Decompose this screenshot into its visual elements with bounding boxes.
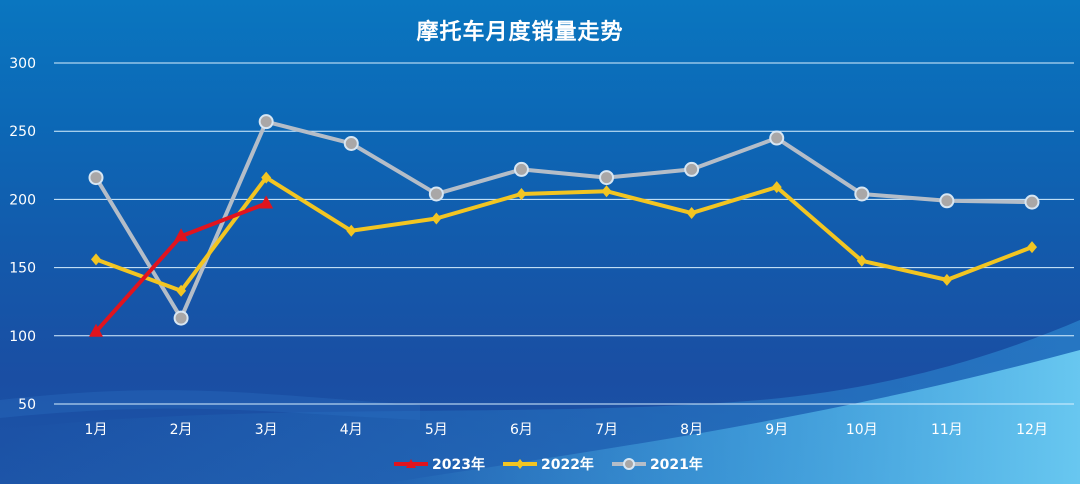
data-point-diamond[interactable] bbox=[346, 224, 357, 237]
data-point-triangle[interactable] bbox=[174, 228, 189, 242]
x-tick-label: 11月 bbox=[931, 422, 963, 438]
x-tick-label: 12月 bbox=[1016, 422, 1048, 438]
x-tick-label: 4月 bbox=[340, 422, 363, 438]
data-point-diamond[interactable] bbox=[941, 273, 952, 286]
data-point-diamond[interactable] bbox=[686, 207, 697, 220]
legend-item-2021[interactable]: 2021年 bbox=[611, 454, 703, 474]
series-2022年 bbox=[91, 171, 1037, 297]
y-tick-label: 100 bbox=[9, 329, 36, 345]
data-point-diamond[interactable] bbox=[176, 284, 187, 297]
data-point-diamond[interactable] bbox=[91, 253, 101, 266]
data-point-circle[interactable] bbox=[173, 310, 189, 326]
data-point-circle[interactable] bbox=[599, 170, 615, 186]
data-point-diamond[interactable] bbox=[516, 187, 527, 200]
data-point-diamond[interactable] bbox=[1027, 241, 1037, 254]
legend-label: 2021年 bbox=[649, 457, 703, 473]
x-tick-label: 8月 bbox=[680, 422, 703, 438]
x-tick-label: 10月 bbox=[846, 422, 878, 438]
data-point-diamond[interactable] bbox=[856, 254, 867, 267]
series-2023年 bbox=[89, 195, 274, 337]
data-point-circle[interactable] bbox=[854, 186, 870, 202]
x-tick-label: 3月 bbox=[255, 422, 278, 438]
x-tick-label: 1月 bbox=[85, 422, 108, 438]
series-line bbox=[94, 119, 1033, 321]
data-point-circle[interactable] bbox=[428, 186, 444, 202]
legend-item-2022[interactable]: 2022年 bbox=[502, 454, 594, 474]
y-tick-label: 250 bbox=[9, 124, 36, 140]
series-2021年 bbox=[88, 114, 1040, 326]
data-point-circle[interactable] bbox=[343, 135, 359, 151]
chart-legend: 2023年 2022年 2021年 bbox=[394, 454, 703, 474]
data-point-circle[interactable] bbox=[513, 161, 529, 177]
legend-circle-marker-icon bbox=[611, 458, 646, 470]
y-tick-label: 300 bbox=[9, 56, 36, 72]
chart-title: 摩托车月度销量走势 bbox=[416, 20, 624, 45]
data-point-circle[interactable] bbox=[88, 170, 104, 186]
y-tick-label: 50 bbox=[18, 397, 36, 413]
x-tick-label: 2月 bbox=[170, 422, 193, 438]
x-tick-label: 6月 bbox=[510, 422, 533, 438]
data-point-triangle[interactable] bbox=[259, 195, 274, 209]
data-point-triangle[interactable] bbox=[89, 323, 103, 337]
legend-diamond-marker-icon bbox=[502, 459, 537, 469]
x-tick-label: 9月 bbox=[765, 422, 788, 438]
series-line bbox=[95, 175, 1033, 293]
data-point-diamond[interactable] bbox=[261, 171, 272, 184]
data-point-diamond[interactable] bbox=[431, 212, 442, 225]
y-tick-label: 150 bbox=[9, 261, 36, 277]
y-tick-label: 200 bbox=[9, 192, 36, 208]
data-point-circle[interactable] bbox=[1024, 194, 1040, 210]
data-point-circle[interactable] bbox=[258, 114, 274, 130]
legend-item-2023[interactable]: 2023年 bbox=[394, 454, 485, 474]
legend-label: 2023年 bbox=[432, 457, 485, 473]
x-tick-label: 7月 bbox=[595, 422, 618, 438]
data-point-circle[interactable] bbox=[684, 161, 700, 177]
legend-triangle-marker-icon bbox=[394, 459, 428, 468]
data-point-diamond[interactable] bbox=[601, 185, 612, 198]
data-point-circle[interactable] bbox=[939, 193, 955, 209]
legend-label: 2022年 bbox=[540, 457, 594, 473]
x-tick-label: 5月 bbox=[425, 422, 448, 438]
data-point-circle[interactable] bbox=[769, 130, 785, 146]
data-point-diamond[interactable] bbox=[771, 181, 782, 194]
